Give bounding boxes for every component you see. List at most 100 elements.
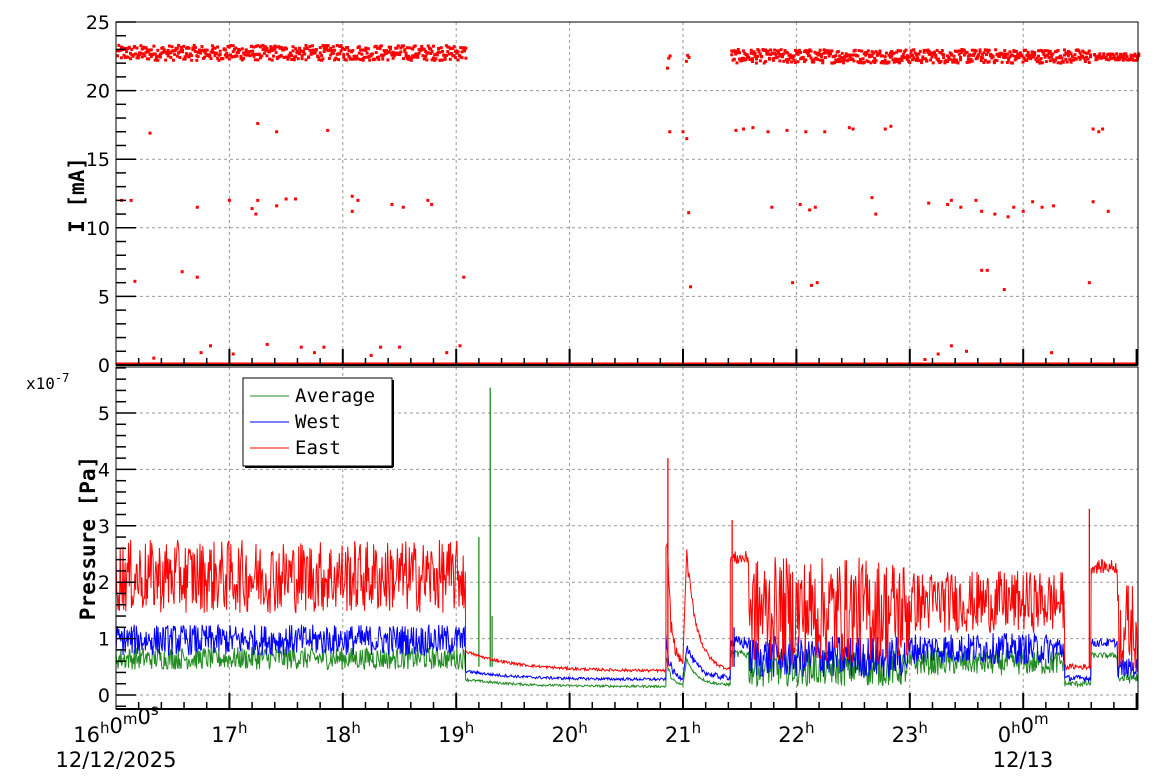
current-point	[147, 57, 151, 61]
current-point	[370, 52, 374, 56]
current-point	[438, 50, 442, 54]
current-point	[443, 56, 447, 60]
current-point	[390, 53, 394, 57]
current-point	[460, 56, 464, 60]
current-point	[1046, 53, 1050, 57]
current-point	[1072, 58, 1076, 62]
current-point	[288, 51, 292, 55]
current-point	[126, 55, 130, 59]
current-point	[826, 51, 830, 55]
current-point	[949, 198, 953, 202]
current-point	[452, 54, 456, 58]
current-point	[192, 43, 196, 47]
current-point	[1073, 53, 1077, 57]
current-point	[357, 51, 361, 55]
current-point	[1011, 54, 1015, 58]
current-y-tick-label: 10	[86, 218, 110, 240]
current-point	[887, 60, 891, 64]
current-point	[329, 46, 333, 50]
current-point	[395, 46, 399, 50]
current-point	[935, 48, 939, 52]
current-point	[786, 51, 790, 55]
current-point	[1016, 52, 1020, 56]
current-point	[338, 52, 342, 56]
current-point	[870, 50, 874, 54]
current-point	[1021, 209, 1025, 213]
current-point	[125, 50, 129, 54]
current-point	[818, 58, 822, 62]
current-point	[791, 281, 795, 285]
current-point	[792, 54, 796, 58]
current-point	[689, 285, 693, 289]
current-point	[399, 50, 403, 54]
current-point	[144, 50, 148, 54]
current-point	[339, 49, 343, 53]
current-point	[190, 54, 194, 58]
current-point	[411, 47, 415, 51]
current-point	[298, 52, 301, 56]
current-point	[779, 48, 783, 52]
current-point	[777, 51, 781, 55]
current-point	[183, 57, 187, 61]
current-point	[852, 59, 856, 63]
current-point	[978, 48, 982, 52]
current-point	[344, 58, 348, 62]
current-point	[117, 43, 121, 47]
current-point	[959, 205, 963, 209]
current-point	[1013, 54, 1017, 58]
current-point	[417, 51, 421, 55]
current-point	[158, 55, 162, 59]
current-point	[311, 44, 314, 48]
current-point	[212, 51, 216, 55]
current-point	[968, 60, 972, 64]
current-point	[265, 342, 269, 346]
current-point	[270, 58, 274, 62]
current-point	[1065, 60, 1069, 64]
current-point	[446, 50, 450, 54]
current-point	[1087, 60, 1091, 64]
current-point	[783, 49, 787, 53]
current-point	[1115, 52, 1119, 56]
current-point	[187, 55, 191, 59]
current-point	[391, 56, 395, 60]
current-point	[665, 66, 669, 70]
scale-label: x10-7	[26, 371, 69, 393]
current-point	[275, 204, 279, 208]
current-point	[324, 44, 327, 48]
current-point	[361, 58, 365, 62]
current-point	[256, 198, 260, 202]
current-point	[1008, 55, 1012, 59]
current-point	[326, 128, 330, 132]
current-point	[847, 58, 851, 62]
current-point	[188, 52, 192, 56]
current-point	[1031, 200, 1035, 204]
current-point	[921, 55, 925, 59]
current-point	[333, 48, 337, 52]
current-point	[799, 50, 803, 54]
current-point	[686, 53, 690, 57]
current-point	[122, 53, 126, 57]
current-point	[1035, 60, 1039, 64]
current-point	[139, 44, 143, 48]
current-point	[981, 56, 985, 60]
current-point	[381, 57, 385, 61]
current-point	[916, 56, 920, 60]
current-point	[299, 345, 303, 349]
current-point	[1061, 59, 1065, 63]
current-point	[136, 56, 140, 60]
current-point	[770, 51, 774, 55]
current-point	[1011, 61, 1015, 65]
x-tick-label: 20h	[551, 719, 587, 747]
current-point	[934, 55, 938, 59]
current-point	[277, 45, 281, 49]
current-point	[409, 58, 413, 62]
current-point	[762, 61, 766, 65]
current-point	[1137, 52, 1141, 56]
current-point	[969, 57, 973, 61]
current-point	[959, 55, 963, 59]
current-point	[946, 60, 950, 64]
current-point	[1056, 61, 1060, 65]
current-point	[183, 55, 187, 59]
current-point	[178, 56, 182, 60]
current-point	[260, 54, 264, 58]
